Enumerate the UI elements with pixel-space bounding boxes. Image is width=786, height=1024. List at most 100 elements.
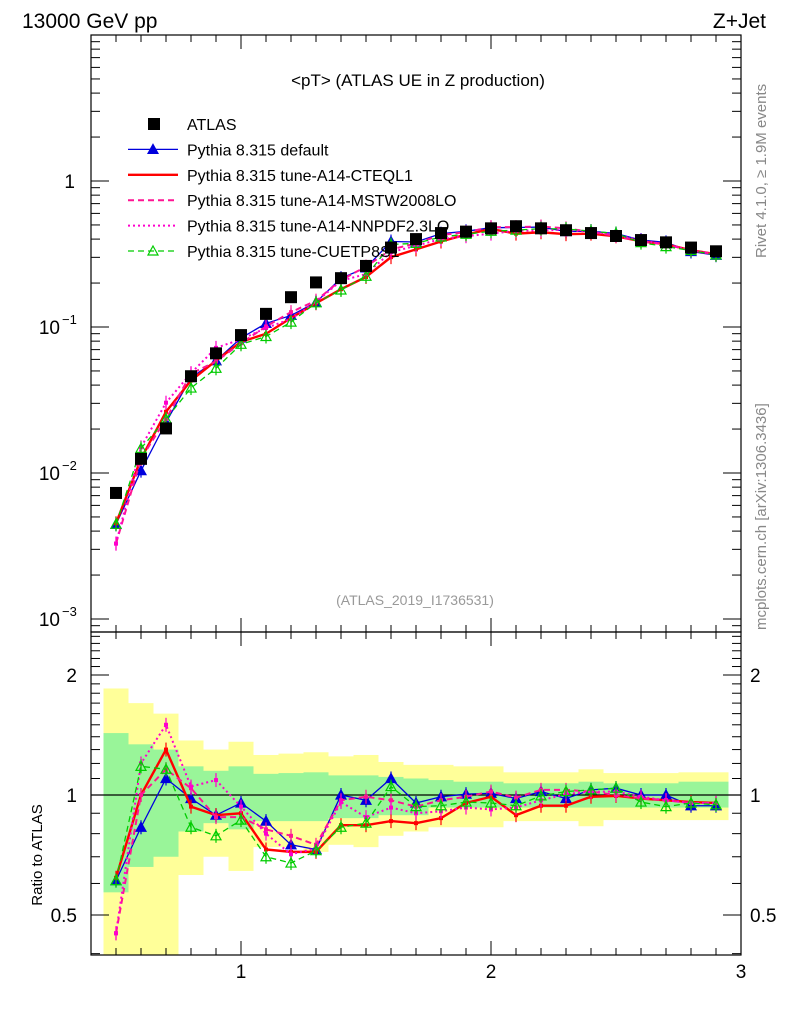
analysis-label: (ATLAS_2019_I1736531) xyxy=(336,592,494,608)
series-point xyxy=(364,794,368,799)
atlas-data-point xyxy=(335,272,347,285)
series-point xyxy=(239,804,243,809)
atlas-data-point xyxy=(460,225,472,238)
chart-title: <pT> (ATLAS UE in Z production) xyxy=(291,71,545,90)
header-right: Z+Jet xyxy=(713,10,766,33)
atlas-data-point xyxy=(635,234,647,247)
series-line-3 xyxy=(115,228,717,544)
y-tick-label: 1 xyxy=(64,172,75,193)
header-left: 13000 GeV pp xyxy=(22,10,157,33)
atlas-data-point xyxy=(310,276,322,289)
atlas-data-point xyxy=(160,422,172,435)
atlas-data-point xyxy=(710,245,722,258)
atlas-data-point xyxy=(135,452,147,465)
series-point xyxy=(164,722,168,727)
series-point xyxy=(459,795,473,807)
ratio-tick-label-right: 1 xyxy=(750,786,761,807)
series-point xyxy=(189,784,193,789)
series-point xyxy=(139,793,143,797)
legend-entry: ATLAS xyxy=(148,117,237,134)
series-point xyxy=(389,805,393,810)
atlas-data-point xyxy=(235,329,247,342)
atlas-data-point xyxy=(435,227,447,240)
legend-entry: Pythia 8.315 default xyxy=(128,142,329,159)
series-point xyxy=(509,799,523,811)
series-point xyxy=(389,819,393,824)
series-point xyxy=(709,798,723,810)
series-point xyxy=(514,813,518,818)
legend-entry: Pythia 8.315 tune-A14-NNPDF2.3LO xyxy=(128,219,449,236)
ratio-tick-label-left: 0.5 xyxy=(51,906,77,927)
series-point xyxy=(159,763,173,774)
atlas-data-point xyxy=(410,233,422,246)
legend: ATLAS Pythia 8.315 default Pythia 8.315 tu… xyxy=(128,117,456,261)
x-tick-label: 1 xyxy=(236,962,247,983)
series-point xyxy=(114,931,118,936)
series-point xyxy=(259,850,273,862)
atlas-data-point xyxy=(485,222,497,235)
series-point xyxy=(134,760,148,771)
series-point xyxy=(359,816,373,828)
series-lines xyxy=(109,219,723,941)
y-tick-exponent: −3 xyxy=(62,604,77,619)
series-point xyxy=(264,326,268,331)
ratio-tick-label-left: 1 xyxy=(66,786,77,807)
atlas-data-point xyxy=(285,291,297,304)
series-point xyxy=(684,796,698,808)
x-tick-label: 3 xyxy=(736,962,747,983)
series-point xyxy=(434,799,448,811)
inner-band-bin xyxy=(103,733,129,893)
atlas-data-point xyxy=(360,259,372,272)
series-point xyxy=(159,772,173,784)
atlas-data-point xyxy=(110,486,122,499)
series-point xyxy=(484,796,498,808)
legend-label: Pythia 8.315 tune-CUETP8S1 xyxy=(187,244,400,261)
series-line-4 xyxy=(115,228,717,525)
ratio-tick-label-right: 2 xyxy=(750,666,761,687)
series-point xyxy=(384,780,398,792)
series-point xyxy=(284,856,298,868)
series-point xyxy=(334,283,348,295)
series-point xyxy=(559,785,573,797)
atlas-data-point xyxy=(210,347,222,360)
y-tick-label: 10 xyxy=(39,464,60,485)
x-tick-label: 2 xyxy=(486,962,497,983)
legend-label: Pythia 8.315 default xyxy=(187,142,329,159)
series-point xyxy=(584,783,598,795)
inner-band-bin xyxy=(253,773,279,822)
series-point xyxy=(164,747,168,752)
series-point xyxy=(184,821,198,832)
series-point xyxy=(339,800,343,805)
series-point xyxy=(309,296,323,308)
series-point xyxy=(164,400,168,405)
series-point xyxy=(259,330,273,342)
series-line-2 xyxy=(115,225,717,544)
series-point xyxy=(209,362,223,373)
legend-entry: Pythia 8.315 tune-CUETP8S1 xyxy=(128,244,400,261)
atlas-data-point xyxy=(610,230,622,243)
legend-label: Pythia 8.315 tune-A14-CTEQL1 xyxy=(187,168,413,185)
series-point xyxy=(289,833,293,838)
atlas-data-point xyxy=(260,307,272,320)
y-tick-label: 10 xyxy=(39,610,60,631)
legend-label: ATLAS xyxy=(187,117,237,134)
series-point xyxy=(234,813,248,825)
atlas-data-point xyxy=(585,227,597,240)
series-point xyxy=(334,821,348,832)
inner-band-bin xyxy=(278,773,304,822)
ratio-ylabel: Ratio to ATLAS xyxy=(29,804,46,905)
series-point xyxy=(184,381,198,393)
series-point xyxy=(134,464,148,476)
atlas-data-point xyxy=(685,241,697,254)
series-point xyxy=(134,442,148,453)
atlas-data-point xyxy=(510,220,522,233)
y-tick-exponent: −2 xyxy=(62,458,77,473)
legend-marker xyxy=(146,143,160,154)
series-point xyxy=(514,795,518,800)
atlas-data-point xyxy=(660,236,672,249)
series-point xyxy=(209,829,223,841)
series-line-1 xyxy=(114,227,717,524)
y-tick-exponent: −1 xyxy=(62,312,77,327)
